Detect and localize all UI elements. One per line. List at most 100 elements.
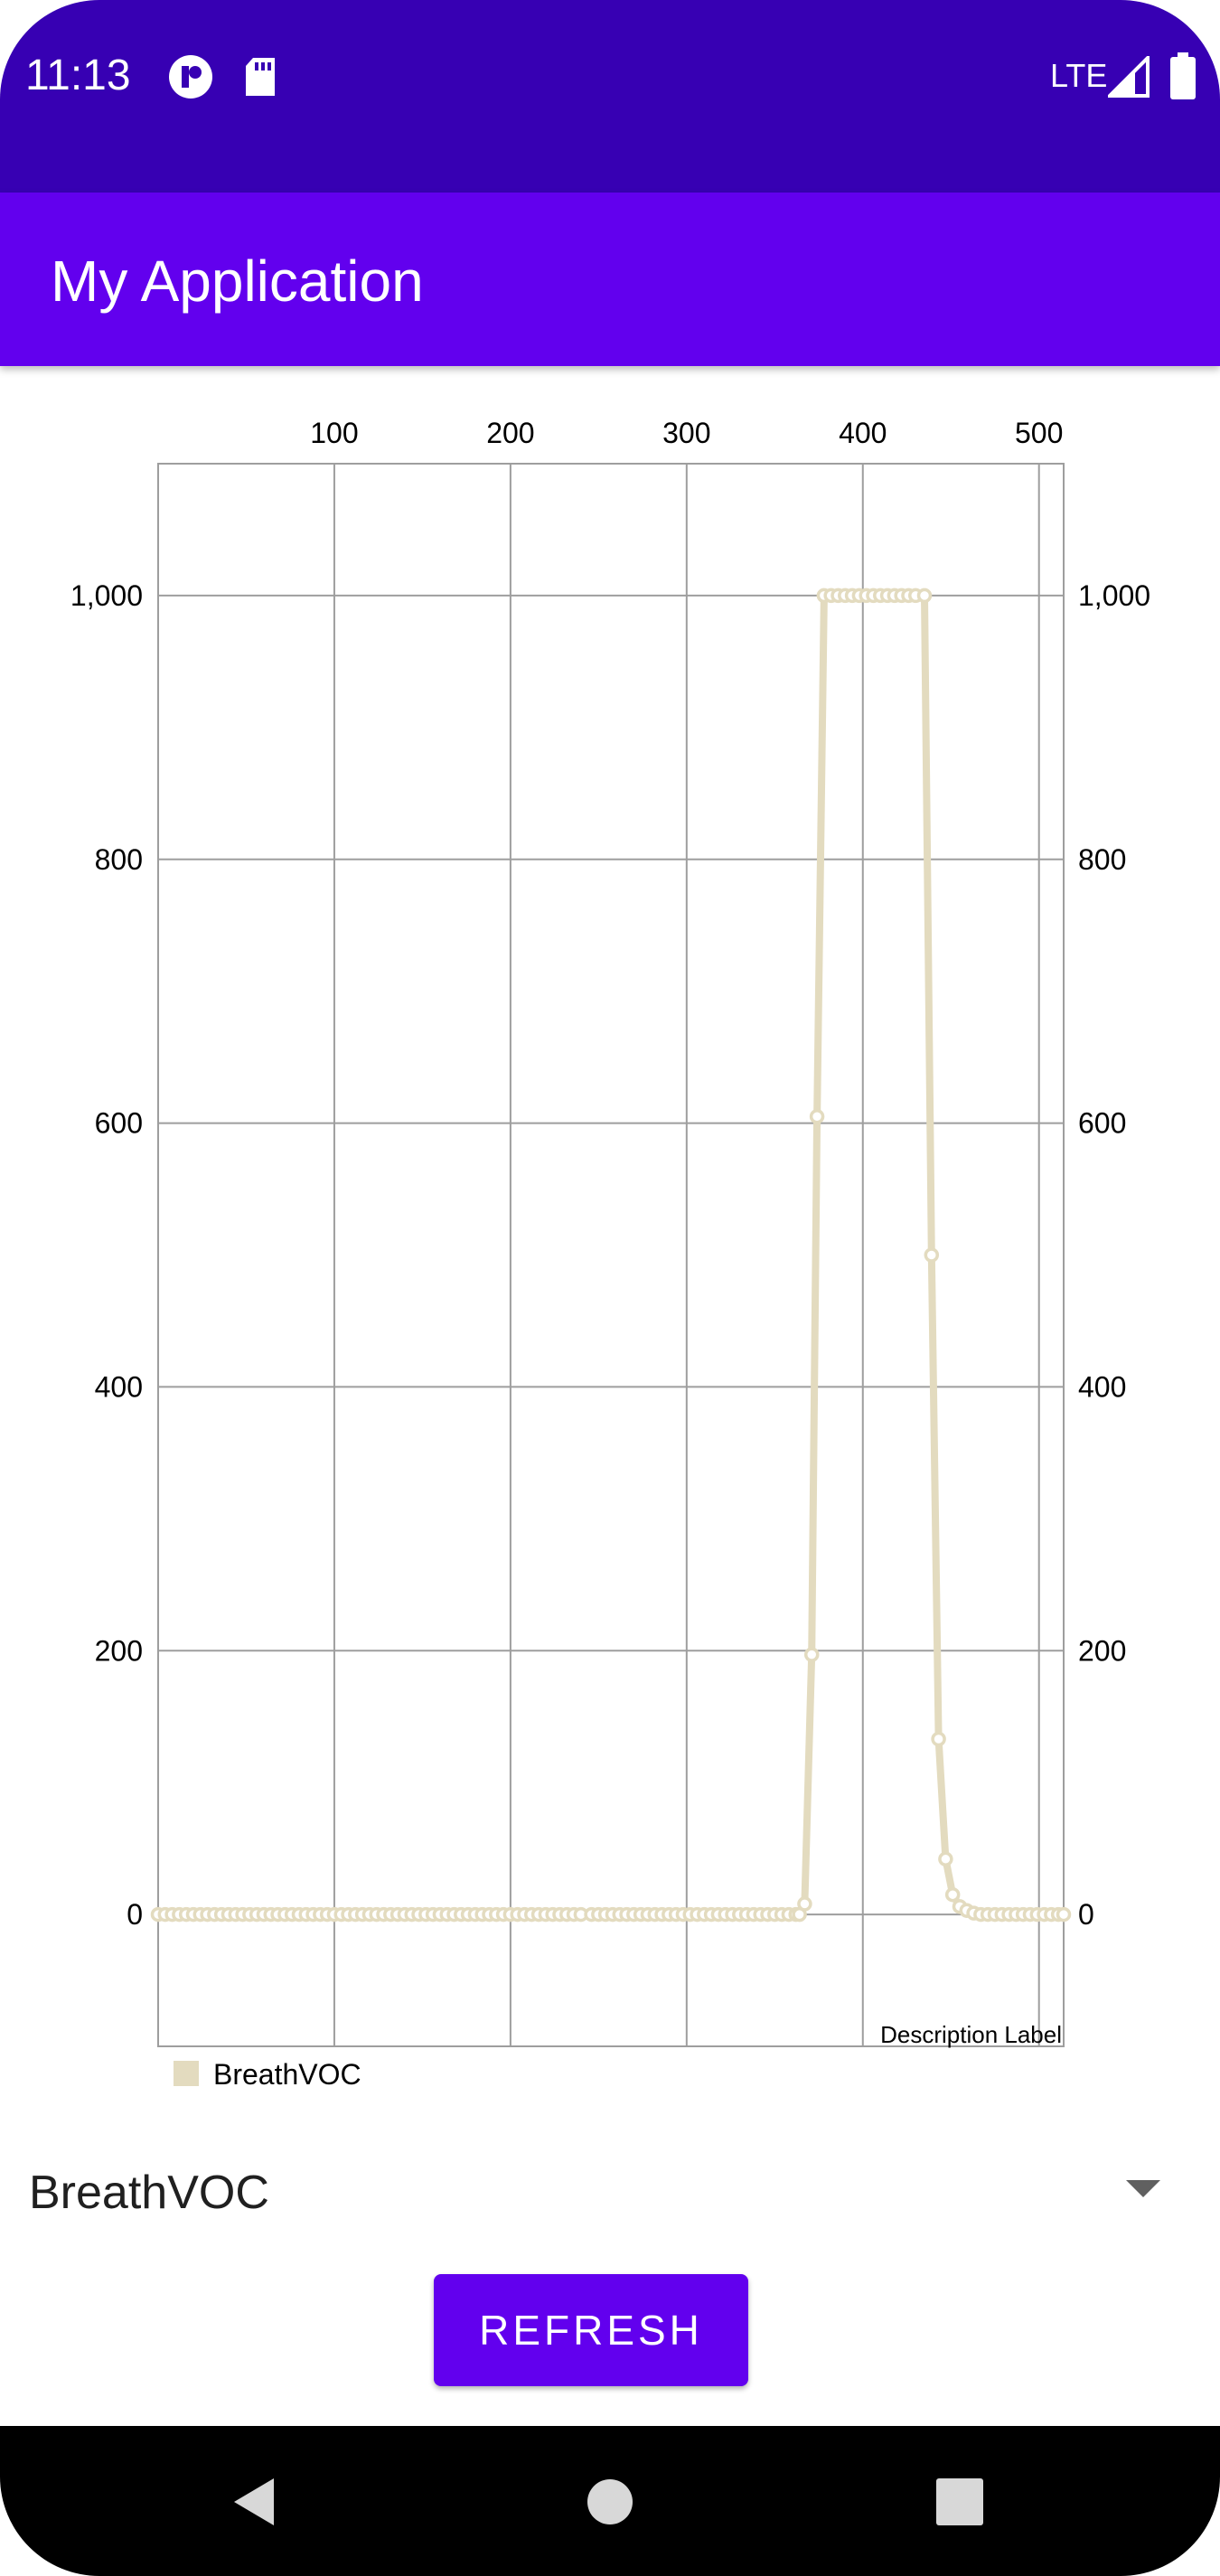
data-point [1037, 1906, 1052, 1923]
data-point [1001, 1906, 1017, 1923]
data-point [185, 1906, 202, 1923]
data-point [809, 1109, 825, 1124]
y-tick-label-right: 200 [1078, 1634, 1126, 1667]
data-point [341, 1906, 356, 1923]
data-point [753, 1906, 768, 1923]
data-point [502, 1906, 519, 1923]
home-icon[interactable] [587, 2478, 633, 2525]
plot-frame [157, 463, 1065, 2047]
data-point [966, 1905, 981, 1921]
back-icon[interactable] [230, 2477, 277, 2527]
data-point [738, 1906, 755, 1923]
battery-icon [1170, 52, 1196, 99]
data-point [901, 588, 916, 604]
data-point [1050, 1906, 1066, 1923]
data-point [545, 1906, 560, 1923]
data-point [228, 1906, 244, 1923]
y-tick-label-left: 200 [95, 1634, 143, 1667]
data-point [404, 1906, 419, 1923]
data-point [668, 1906, 684, 1923]
data-point [524, 1906, 540, 1923]
data-point [298, 1906, 314, 1923]
data-point [654, 1906, 670, 1923]
data-point [725, 1906, 740, 1923]
data-point [675, 1906, 691, 1923]
data-point [1015, 1906, 1031, 1923]
data-point [495, 1906, 511, 1923]
legend-swatch [174, 2061, 199, 2086]
series-spinner[interactable]: BreathVOC [0, 2142, 1220, 2242]
data-point [760, 1906, 775, 1923]
data-point [432, 1906, 448, 1923]
data-point [907, 588, 924, 604]
data-point [959, 1903, 975, 1918]
data-point [538, 1906, 554, 1923]
data-point [797, 1896, 812, 1912]
data-point [994, 1906, 1010, 1923]
data-point [873, 588, 888, 604]
y-tick-label-right: 600 [1078, 1107, 1126, 1140]
y-tick-label-right: 0 [1078, 1898, 1094, 1931]
data-point [803, 1647, 820, 1662]
data-point [150, 1906, 166, 1923]
data-point [277, 1906, 293, 1923]
data-point [859, 588, 874, 604]
data-point [619, 1906, 634, 1923]
data-point [682, 1906, 698, 1923]
x-tick-label: 500 [1015, 417, 1063, 449]
data-point [354, 1906, 371, 1923]
app-notification-icon [169, 55, 212, 99]
recents-icon[interactable] [936, 2478, 983, 2525]
app-bar: My Application [0, 193, 1220, 366]
data-point [1056, 1906, 1072, 1923]
refresh-button[interactable]: REFRESH [434, 2274, 748, 2386]
data-point [887, 588, 903, 604]
data-point [866, 588, 881, 604]
data-point [192, 1906, 209, 1923]
data-point [767, 1906, 783, 1923]
data-point [256, 1906, 272, 1923]
data-point [482, 1906, 497, 1923]
x-tick-label: 300 [662, 417, 710, 449]
data-point [439, 1906, 455, 1923]
x-tick-label: 400 [839, 417, 887, 449]
sd-card-icon [246, 58, 275, 96]
data-point [838, 588, 853, 604]
data-point [746, 1906, 762, 1923]
data-point [566, 1906, 582, 1923]
y-tick-label-right: 1,000 [1078, 579, 1150, 612]
status-bar: 11:13 LTE [0, 0, 1220, 193]
data-point [510, 1906, 525, 1923]
data-point [640, 1906, 656, 1923]
data-point [816, 588, 832, 604]
data-point [662, 1906, 677, 1923]
data-point [697, 1906, 712, 1923]
data-point [425, 1906, 441, 1923]
data-point [573, 1906, 589, 1923]
data-point [383, 1906, 399, 1923]
data-point [792, 1906, 807, 1923]
data-point [376, 1906, 391, 1923]
data-point [552, 1906, 568, 1923]
data-point [213, 1906, 230, 1923]
data-point [178, 1906, 194, 1923]
y-tick-label-left: 800 [95, 843, 143, 876]
data-point [517, 1906, 532, 1923]
dropdown-arrow-icon[interactable] [1126, 2180, 1160, 2197]
data-point [313, 1906, 328, 1923]
data-point [333, 1906, 349, 1923]
y-tick-label-left: 400 [95, 1370, 143, 1403]
y-tick-label-right: 400 [1078, 1370, 1126, 1403]
data-point [690, 1906, 705, 1923]
data-point [894, 588, 909, 604]
data-point [851, 588, 868, 604]
data-point [647, 1906, 662, 1923]
y-tick-label-left: 0 [127, 1898, 143, 1931]
data-point [559, 1906, 575, 1923]
data-point [411, 1906, 427, 1923]
data-point [454, 1906, 469, 1923]
data-point [938, 1851, 953, 1867]
data-point [1044, 1906, 1059, 1923]
data-point [200, 1906, 215, 1923]
data-point [361, 1906, 378, 1923]
